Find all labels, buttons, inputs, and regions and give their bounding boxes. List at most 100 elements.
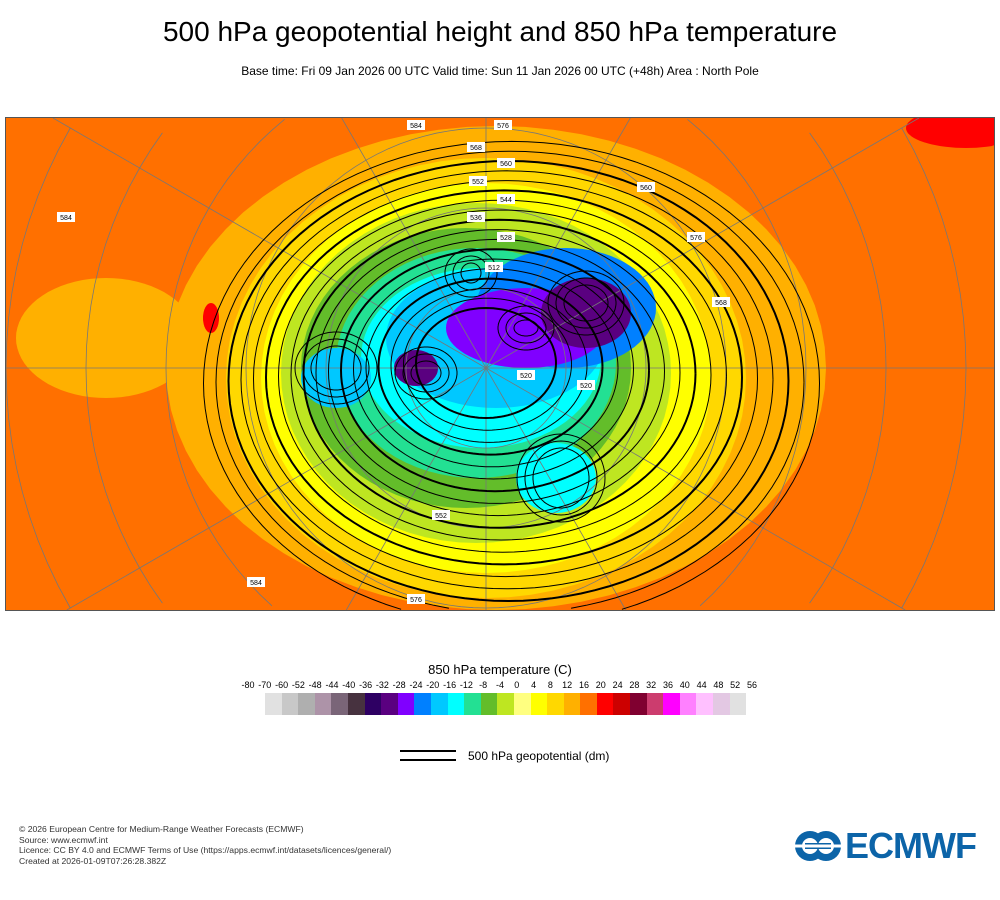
colorbar-tick-label: 4 — [531, 680, 537, 690]
contour-label: 544 — [500, 197, 512, 204]
colorbar-tick-label: 36 — [662, 680, 674, 690]
geopotential-contour — [315, 229, 681, 517]
colorbar-tick-label: 20 — [595, 680, 606, 690]
contour-label: 560 — [640, 185, 652, 192]
polar-map: 584 576 568 560 552 544 536 528 520 512 584 576 568 5… — [5, 117, 995, 611]
low-pressure-contour — [402, 353, 450, 393]
colorbar-tick-label: -28 — [392, 680, 406, 690]
colorbar-swatch — [696, 693, 714, 715]
colorbar-tick-label: -60 — [275, 680, 289, 690]
colorbar-tick-label: -20 — [426, 680, 440, 690]
contour-label: 560 — [500, 161, 512, 168]
contour-label: 584 — [410, 123, 422, 130]
footer-credits: © 2026 European Centre for Medium-Range … — [19, 824, 391, 866]
contour-label-bg — [494, 120, 512, 130]
colorbar-swatch — [596, 693, 614, 715]
contour-label-bg — [432, 510, 450, 520]
contour-label-bg — [407, 594, 425, 604]
contour-label: 520 — [580, 383, 592, 390]
colorbar — [265, 693, 747, 715]
temperature-region — [203, 303, 219, 333]
meridian-line — [485, 118, 631, 369]
colorbar-tick-label: 52 — [730, 680, 741, 690]
contour-label: 576 — [410, 597, 422, 604]
meridian-line — [485, 118, 920, 369]
colorbar-swatch — [281, 693, 299, 715]
colorbar-tick-label: 40 — [679, 680, 690, 690]
colorbar-swatch — [547, 693, 564, 715]
contour-label-bg — [637, 182, 655, 192]
colorbar-tick-label: -48 — [308, 680, 322, 690]
colorbar-swatch — [630, 693, 647, 715]
low-pressure-contour — [513, 319, 539, 337]
colorbar-tick-label: 0 — [514, 680, 520, 690]
low-pressure-contour — [460, 262, 482, 284]
colorbar-swatch — [613, 693, 631, 715]
colorbar-swatch — [414, 693, 431, 715]
contour-label: 576 — [497, 123, 509, 130]
geopotential-contour — [327, 238, 665, 504]
colorbar-swatch — [729, 693, 747, 715]
contour-label-bg — [467, 142, 485, 152]
colorbar-swatch — [397, 693, 415, 715]
contour-label: 520 — [520, 373, 532, 380]
colorbar-tick-label: -24 — [409, 680, 423, 690]
meridian-line — [341, 118, 487, 369]
colorbar-tick-label: -44 — [325, 680, 339, 690]
low-pressure-contour — [302, 338, 370, 398]
low-pressure-contour — [452, 255, 490, 291]
colorbar-swatch — [347, 693, 365, 715]
geopotential-contour — [339, 248, 650, 493]
contour-label: 568 — [470, 145, 482, 152]
colorbar-tick-label: -8 — [479, 680, 488, 690]
temperature-region — [541, 278, 631, 348]
geopotential-contour — [377, 277, 604, 456]
low-pressure-contour — [505, 312, 547, 344]
geopotential-legend-line — [400, 750, 456, 761]
low-pressure-contour — [547, 270, 625, 336]
geopotential-contour — [215, 150, 805, 609]
low-pressure-contour — [294, 331, 378, 405]
geopotential-contour — [277, 199, 727, 553]
geopotential-contour — [402, 297, 572, 431]
geopotential-legend-label: 500 hPa geopotential (dm) — [468, 749, 610, 763]
colorbar-tick-label: 56 — [746, 680, 758, 690]
colorbar-tick-label: 48 — [713, 680, 724, 690]
colorbar-tick-label: 28 — [629, 680, 640, 690]
colorbar-swatch — [679, 693, 697, 715]
geopotential-contour — [414, 306, 557, 420]
contour-label-bg — [497, 158, 515, 168]
contour-label-bg — [467, 212, 485, 222]
colorbar-labels: -80 -70 -60 -52 -48 -44 -40 -36 -32 -28 -24 -20 -16-… — [0, 680, 1000, 694]
contour-label-bg — [485, 262, 503, 272]
colorbar-swatch — [464, 693, 481, 715]
colorbar-swatch — [663, 693, 680, 715]
contour-label-bg — [577, 380, 595, 390]
colorbar-swatch — [331, 693, 348, 715]
colorbar-swatch — [513, 693, 531, 715]
colorbar-tick-label: -16 — [443, 680, 457, 690]
geopotential-contour — [365, 268, 619, 468]
geopotential-contour — [202, 140, 820, 610]
contour-label: 512 — [488, 265, 500, 272]
colorbar-swatch — [447, 693, 465, 715]
contour-label-bg — [57, 212, 75, 222]
low-pressure-contour — [555, 277, 617, 329]
ecmwf-logo: ECMWF — [795, 826, 977, 866]
contour-label: 528 — [500, 235, 512, 242]
low-pressure-contour — [563, 284, 609, 322]
colorbar-swatch — [430, 693, 448, 715]
meridian-line — [485, 367, 627, 610]
low-pressure-contour — [410, 360, 442, 386]
geopotential-contour — [252, 180, 758, 578]
contour-label-bg — [497, 194, 515, 204]
contour-label-bg — [497, 232, 515, 242]
chart-subtitle: Base time: Fri 09 Jan 2026 00 UTC Valid … — [241, 64, 759, 78]
colorbar-swatch — [713, 693, 730, 715]
geopotential-contour — [240, 170, 774, 590]
colorbar-swatch — [298, 693, 315, 715]
colorbar-tick-label: -32 — [375, 680, 389, 690]
contour-label: 536 — [470, 215, 482, 222]
colorbar-tick-label: -4 — [495, 680, 505, 690]
colorbar-tick-label: -40 — [342, 680, 356, 690]
